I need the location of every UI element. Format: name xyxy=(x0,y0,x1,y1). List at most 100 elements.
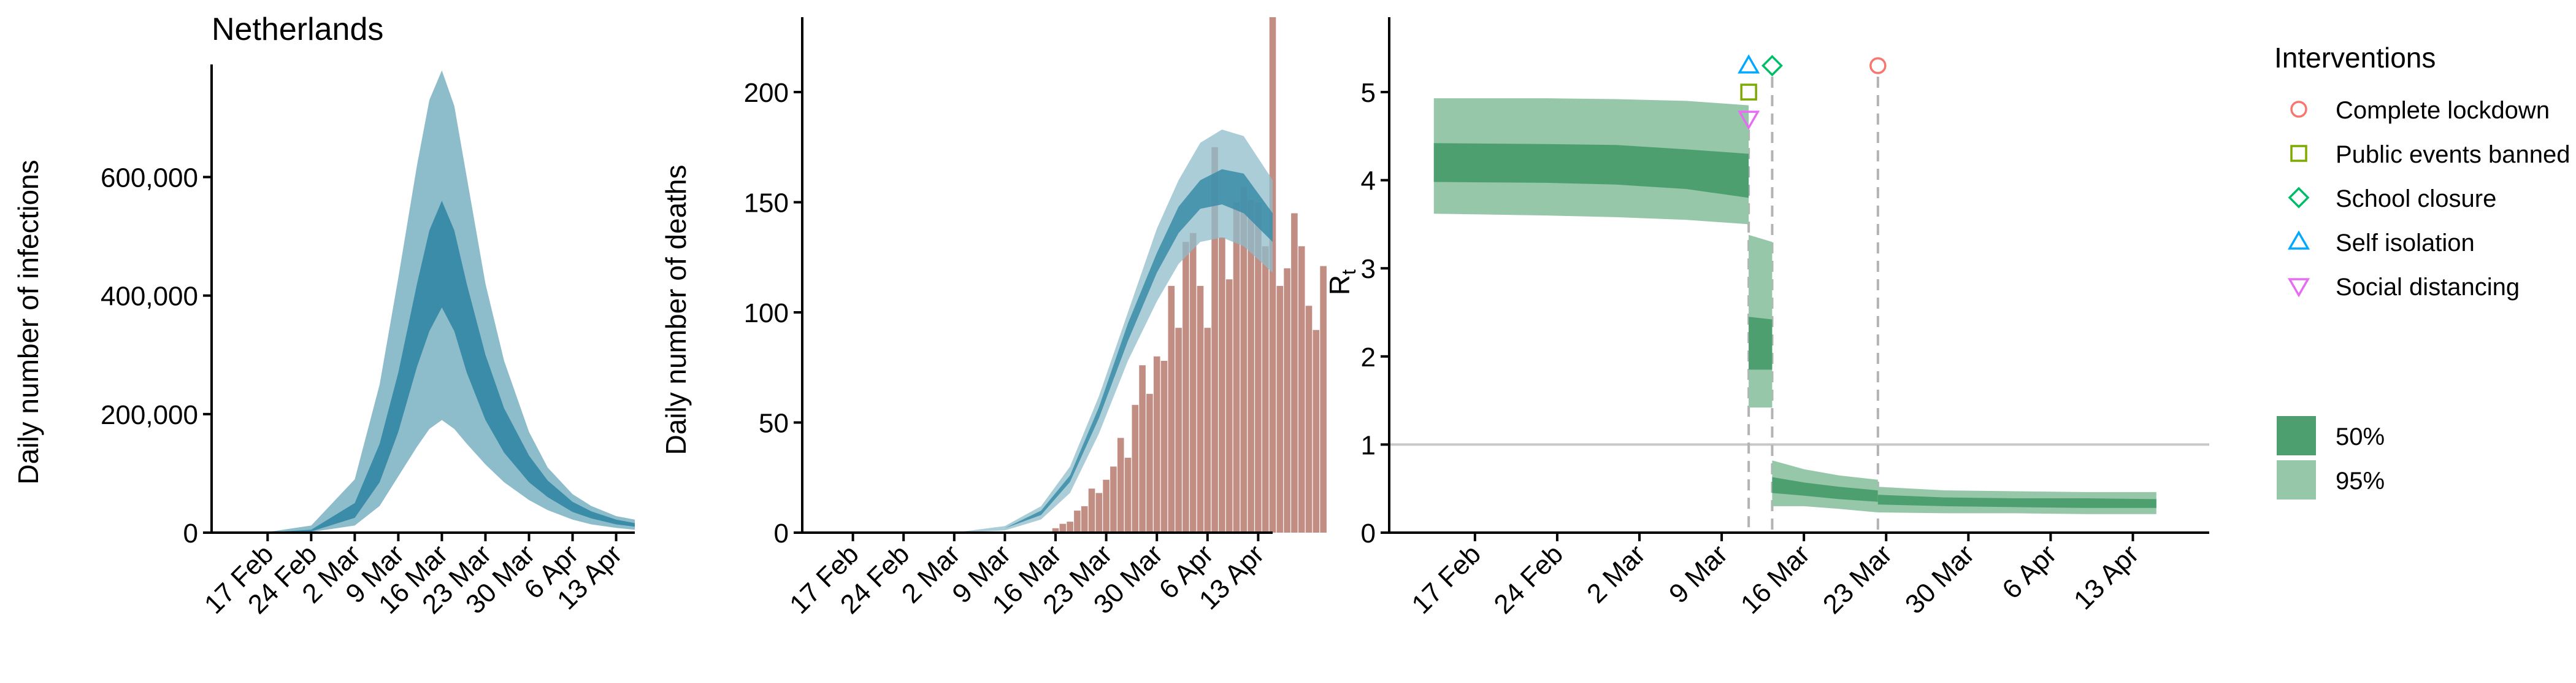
death-bar xyxy=(1313,330,1320,533)
death-bar xyxy=(1240,187,1248,533)
y-axis-label: Daily number of deaths xyxy=(660,164,692,455)
rt-x-tick-label: 24 Feb xyxy=(1488,539,1569,620)
legend-label: School closure xyxy=(2336,185,2496,212)
death-bar xyxy=(1219,237,1225,533)
legend-band-swatch xyxy=(2277,460,2316,500)
death-bar xyxy=(1059,523,1067,533)
death-bar xyxy=(1233,202,1240,533)
death-bar xyxy=(1225,279,1233,533)
deaths-y-tick-label: 200 xyxy=(744,78,789,108)
deaths-x-tick-label: 2 Mar xyxy=(896,539,966,609)
infections-y-tick-label: 0 xyxy=(183,519,198,549)
legend-band-swatch xyxy=(2277,416,2316,455)
death-bar xyxy=(1067,522,1073,533)
death-bar xyxy=(1117,438,1124,533)
death-bar xyxy=(1197,285,1204,533)
legend-label: Social distancing xyxy=(2336,274,2520,301)
intervention-marker-social-distancing xyxy=(1738,110,1760,130)
rt-50-band xyxy=(1749,317,1773,370)
death-bar xyxy=(1175,328,1182,533)
legend-label: Complete lockdown xyxy=(2336,97,2550,124)
death-bar xyxy=(1305,306,1313,533)
rt-x-tick-label: 13 Apr xyxy=(2068,539,2145,615)
death-bar xyxy=(1139,365,1146,533)
death-bar xyxy=(1276,285,1284,533)
infection-bands xyxy=(212,70,635,533)
rt-bands xyxy=(1433,98,2156,514)
death-bar xyxy=(1189,233,1197,533)
legend: Interventions Complete lockdown Public ev… xyxy=(2274,42,2570,500)
legend-band-label: 95% xyxy=(2336,468,2385,495)
rt-x-tick-label: 9 Mar xyxy=(1663,539,1733,609)
legend-marker xyxy=(2290,101,2307,118)
intervention-marker-public-events-banned xyxy=(1740,83,1757,101)
death-bar xyxy=(1269,17,1276,533)
rt-reference-lines xyxy=(1389,76,2209,533)
death-bands xyxy=(954,129,1273,533)
death-bar xyxy=(1088,488,1095,533)
death-bar xyxy=(1284,268,1290,533)
death-bar xyxy=(1291,213,1298,533)
infections-y-tick-label: 400,000 xyxy=(101,282,198,312)
legend-marker xyxy=(2290,145,2307,162)
legend-marker xyxy=(2287,230,2310,250)
death-bar xyxy=(1248,199,1254,533)
deaths-y-tick-label: 150 xyxy=(744,188,789,218)
legend-band-label: 50% xyxy=(2336,423,2385,450)
deaths-y-tick-label: 0 xyxy=(774,519,789,549)
rt-x-tick-label: 30 Mar xyxy=(1899,539,1980,619)
rt-50-band xyxy=(1433,143,1749,198)
y-axis-label: Daily number of infections xyxy=(12,160,44,484)
rt-50-band xyxy=(1877,495,2156,508)
rt-y-tick-label: 1 xyxy=(1361,430,1376,460)
intervention-marker-complete-lockdown xyxy=(1869,57,1887,74)
rt-y-tick-label: 4 xyxy=(1361,166,1376,196)
rt-y-tick-label: 2 xyxy=(1361,342,1376,372)
rt-y-tick-label: 0 xyxy=(1361,519,1376,549)
death-bar xyxy=(1132,404,1139,533)
death-bar xyxy=(1168,285,1175,533)
infections-y-tick-label: 600,000 xyxy=(101,163,198,193)
death-bar xyxy=(1255,202,1262,533)
death-bar xyxy=(1204,328,1211,533)
death-bars xyxy=(1052,17,1327,533)
rt-x-tick-label: 6 Apr xyxy=(1996,539,2062,604)
panel-rt: 0 1 2 3 4 5 17 Feb 24 Feb 2 Mar 9 Mar 16 Mar 23 Mar… xyxy=(1324,17,2570,620)
death-bar xyxy=(1183,242,1189,533)
death-bar xyxy=(1095,493,1103,533)
legend-title: Interventions xyxy=(2274,42,2436,74)
y-axis-label: Rt xyxy=(1324,269,1360,295)
deaths-95-band xyxy=(954,129,1273,533)
intervention-marker-school-closure xyxy=(1761,55,1783,77)
deaths-y-tick-label: 50 xyxy=(759,409,789,439)
rt-x-tick-label: 23 Mar xyxy=(1817,539,1898,619)
death-bar xyxy=(1298,246,1305,533)
rt-x-tick-label: 16 Mar xyxy=(1735,539,1815,619)
legend-marker xyxy=(2287,278,2310,298)
rt-50-band xyxy=(1772,477,1878,502)
death-bar xyxy=(1211,147,1218,533)
death-bar xyxy=(1124,457,1132,533)
legend-label: Public events banned xyxy=(2336,141,2570,168)
death-bar xyxy=(1110,466,1117,533)
death-bar xyxy=(1052,528,1059,533)
death-bar xyxy=(1074,511,1081,533)
infections-50-band xyxy=(212,201,635,533)
rt-y-tick-label: 5 xyxy=(1361,78,1376,108)
death-bar xyxy=(1081,506,1088,533)
death-bar xyxy=(1320,266,1327,533)
legend-label: Self isolation xyxy=(2336,230,2475,257)
intervention-marker-self-isolation xyxy=(1738,54,1760,74)
death-bar xyxy=(1262,246,1269,533)
death-bar xyxy=(1146,393,1153,533)
death-bar xyxy=(1153,356,1160,533)
intervention-markers xyxy=(1738,54,1887,130)
death-bar xyxy=(1160,361,1168,533)
death-bar xyxy=(1103,479,1110,533)
infections-y-tick-label: 200,000 xyxy=(101,400,198,430)
legend-marker xyxy=(2288,187,2310,209)
rt-y-tick-label: 3 xyxy=(1361,254,1376,284)
